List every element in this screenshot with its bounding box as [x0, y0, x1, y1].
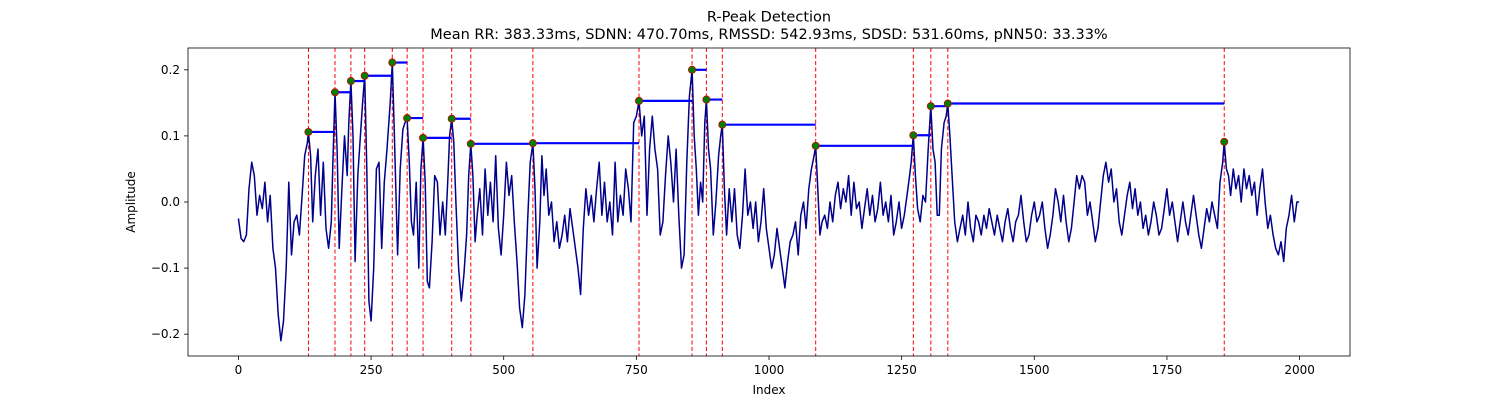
peak-marker	[466, 139, 475, 148]
peak-marker	[811, 141, 820, 150]
peak-marker	[403, 114, 412, 123]
peak-marker	[688, 65, 697, 74]
x-axis-label: Index	[752, 383, 785, 397]
y-tick-label: −0.2	[151, 327, 180, 341]
peak-marker	[330, 88, 339, 97]
peak-marker	[702, 95, 711, 104]
x-tick-label: 1500	[1019, 363, 1050, 377]
y-tick-label: 0.2	[161, 63, 180, 77]
y-tick-label: 0.0	[161, 195, 180, 209]
peak-marker	[926, 102, 935, 111]
y-axis: −0.2 −0.1 0.0 0.1 0.2	[151, 63, 188, 341]
peak-marker	[360, 71, 369, 80]
peak-marker	[718, 120, 727, 129]
x-axis: 0 250 500 750 1000 1250 1500 1750 2000	[235, 356, 1315, 377]
chart-subtitle: Mean RR: 383.33ms, SDNN: 470.70ms, RMSSD…	[430, 27, 1107, 43]
peak-marker	[909, 131, 918, 140]
x-tick-label: 2000	[1284, 363, 1315, 377]
signal-line	[237, 61, 1300, 342]
y-axis-label: Amplitude	[124, 171, 138, 233]
x-tick-label: 1750	[1152, 363, 1183, 377]
y-tick-label: 0.1	[161, 129, 180, 143]
peak-marker	[943, 99, 952, 108]
x-tick-label: 750	[625, 363, 648, 377]
plot-area	[237, 48, 1300, 356]
peak-marker	[447, 114, 456, 123]
x-tick-label: 1250	[886, 363, 917, 377]
peak-markers	[304, 58, 1229, 150]
peak-marker	[346, 77, 355, 86]
peak-vertical-lines	[307, 48, 1225, 356]
x-tick-label: 500	[492, 363, 515, 377]
chart-title: R-Peak Detection	[707, 10, 831, 26]
peak-marker	[528, 139, 537, 148]
peak-marker	[419, 133, 428, 142]
peak-marker	[304, 127, 313, 136]
x-tick-label: 250	[360, 363, 383, 377]
x-tick-label: 0	[235, 363, 243, 377]
y-tick-label: −0.1	[151, 261, 180, 275]
peak-marker	[388, 58, 397, 67]
peak-marker	[635, 96, 644, 105]
x-tick-label: 1000	[754, 363, 785, 377]
peak-marker	[1220, 137, 1229, 146]
